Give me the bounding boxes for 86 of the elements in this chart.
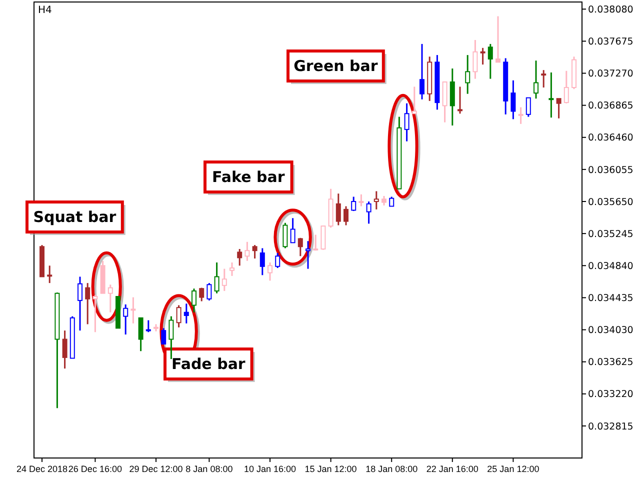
candlestick [123, 304, 128, 336]
x-tick-label: 26 Dec 16:00 [68, 464, 122, 474]
x-tick-label: 24 Dec 2018 [16, 464, 68, 474]
candlestick [382, 195, 386, 206]
candlestick [268, 262, 272, 282]
candlestick [374, 190, 379, 210]
candlestick [404, 102, 410, 142]
candlestick [108, 284, 113, 314]
candlestick [199, 287, 204, 302]
y-tick-label: 0.036865 [588, 100, 634, 112]
y-tick-label: 0.035650 [588, 196, 634, 208]
candlestick [548, 72, 554, 118]
candlestick [442, 81, 448, 124]
y-tick-label: 0.037675 [588, 36, 634, 48]
candlestick [282, 222, 288, 249]
candlestick [176, 304, 182, 328]
x-tick-label: 8 Jan 08:00 [186, 464, 233, 474]
x-tick-label: 10 Jan 16:00 [244, 464, 296, 474]
candlestick [450, 68, 455, 126]
y-tick-label: 0.033625 [588, 357, 634, 368]
x-tick-label: 18 Jan 08:00 [366, 464, 418, 474]
candlestick [184, 302, 189, 324]
candlestick [146, 320, 151, 333]
candlestick [320, 225, 326, 251]
candlestick [358, 194, 364, 207]
x-tick-label: 25 Jan 12:00 [487, 464, 540, 474]
annotation: Fade bar [171, 355, 246, 373]
candlestick [480, 47, 486, 66]
chart-title: H4 [38, 5, 52, 16]
candlestick [541, 69, 546, 88]
y-tick-label: 0.033220 [588, 389, 634, 400]
candlestick [92, 294, 98, 333]
candlestick [336, 192, 341, 226]
candlestick [214, 262, 220, 294]
candlestick [222, 268, 227, 292]
x-tick-label: 29 Dec 12:00 [129, 464, 183, 474]
candlestick [85, 282, 90, 325]
candlestick [138, 317, 144, 352]
candlestick [47, 264, 52, 284]
candlestick [244, 241, 250, 262]
candlestick [488, 43, 493, 80]
candlestick [366, 200, 372, 224]
candlestick [526, 97, 531, 118]
y-tick-label: 0.034435 [588, 293, 634, 304]
candlestick [510, 80, 516, 120]
candlestick [252, 244, 258, 260]
x-tick-label: 22 Jan 16:00 [426, 464, 478, 474]
candlestick [192, 288, 196, 314]
candlestick [237, 248, 242, 266]
y-tick-label: 0.034840 [588, 260, 634, 272]
candlestick [298, 237, 303, 257]
candlestick [260, 247, 265, 276]
candlestick [130, 296, 136, 324]
y-tick-label: 0.038080 [588, 4, 634, 16]
candlestick [458, 86, 462, 114]
annotation: Fake bar [212, 168, 286, 186]
annotation: Green bar [294, 57, 378, 75]
candlestick [564, 70, 569, 104]
candlestick [306, 240, 310, 270]
y-tick-label: 0.034030 [588, 325, 634, 336]
candlestick [290, 217, 296, 244]
candlestick [472, 39, 478, 80]
y-tick-label: 0.037270 [588, 68, 634, 80]
candlestick [78, 276, 82, 332]
candlestick [420, 43, 424, 100]
candlestick [275, 252, 280, 269]
candlestick [62, 330, 68, 370]
candlestick [534, 60, 538, 100]
candlestick [351, 196, 356, 212]
candlestick [518, 106, 524, 125]
candlestick [206, 282, 212, 302]
candlestick [161, 327, 166, 345]
y-tick-label: 0.032815 [588, 421, 634, 432]
y-tick-label: 0.036460 [588, 132, 634, 144]
y-tick-label: 0.036055 [588, 164, 634, 176]
candlestick [465, 54, 470, 95]
candlestick [412, 86, 417, 114]
x-tick-label: 15 Jan 12:00 [304, 464, 357, 474]
annotation: Squat bar [33, 208, 117, 226]
candlestick [313, 234, 318, 252]
candlestick [556, 98, 562, 120]
y-tick-label: 0.035245 [588, 228, 634, 240]
candlestick [389, 196, 394, 207]
candlestick [230, 262, 234, 277]
candlestick [496, 16, 500, 63]
candlestick [344, 206, 348, 226]
